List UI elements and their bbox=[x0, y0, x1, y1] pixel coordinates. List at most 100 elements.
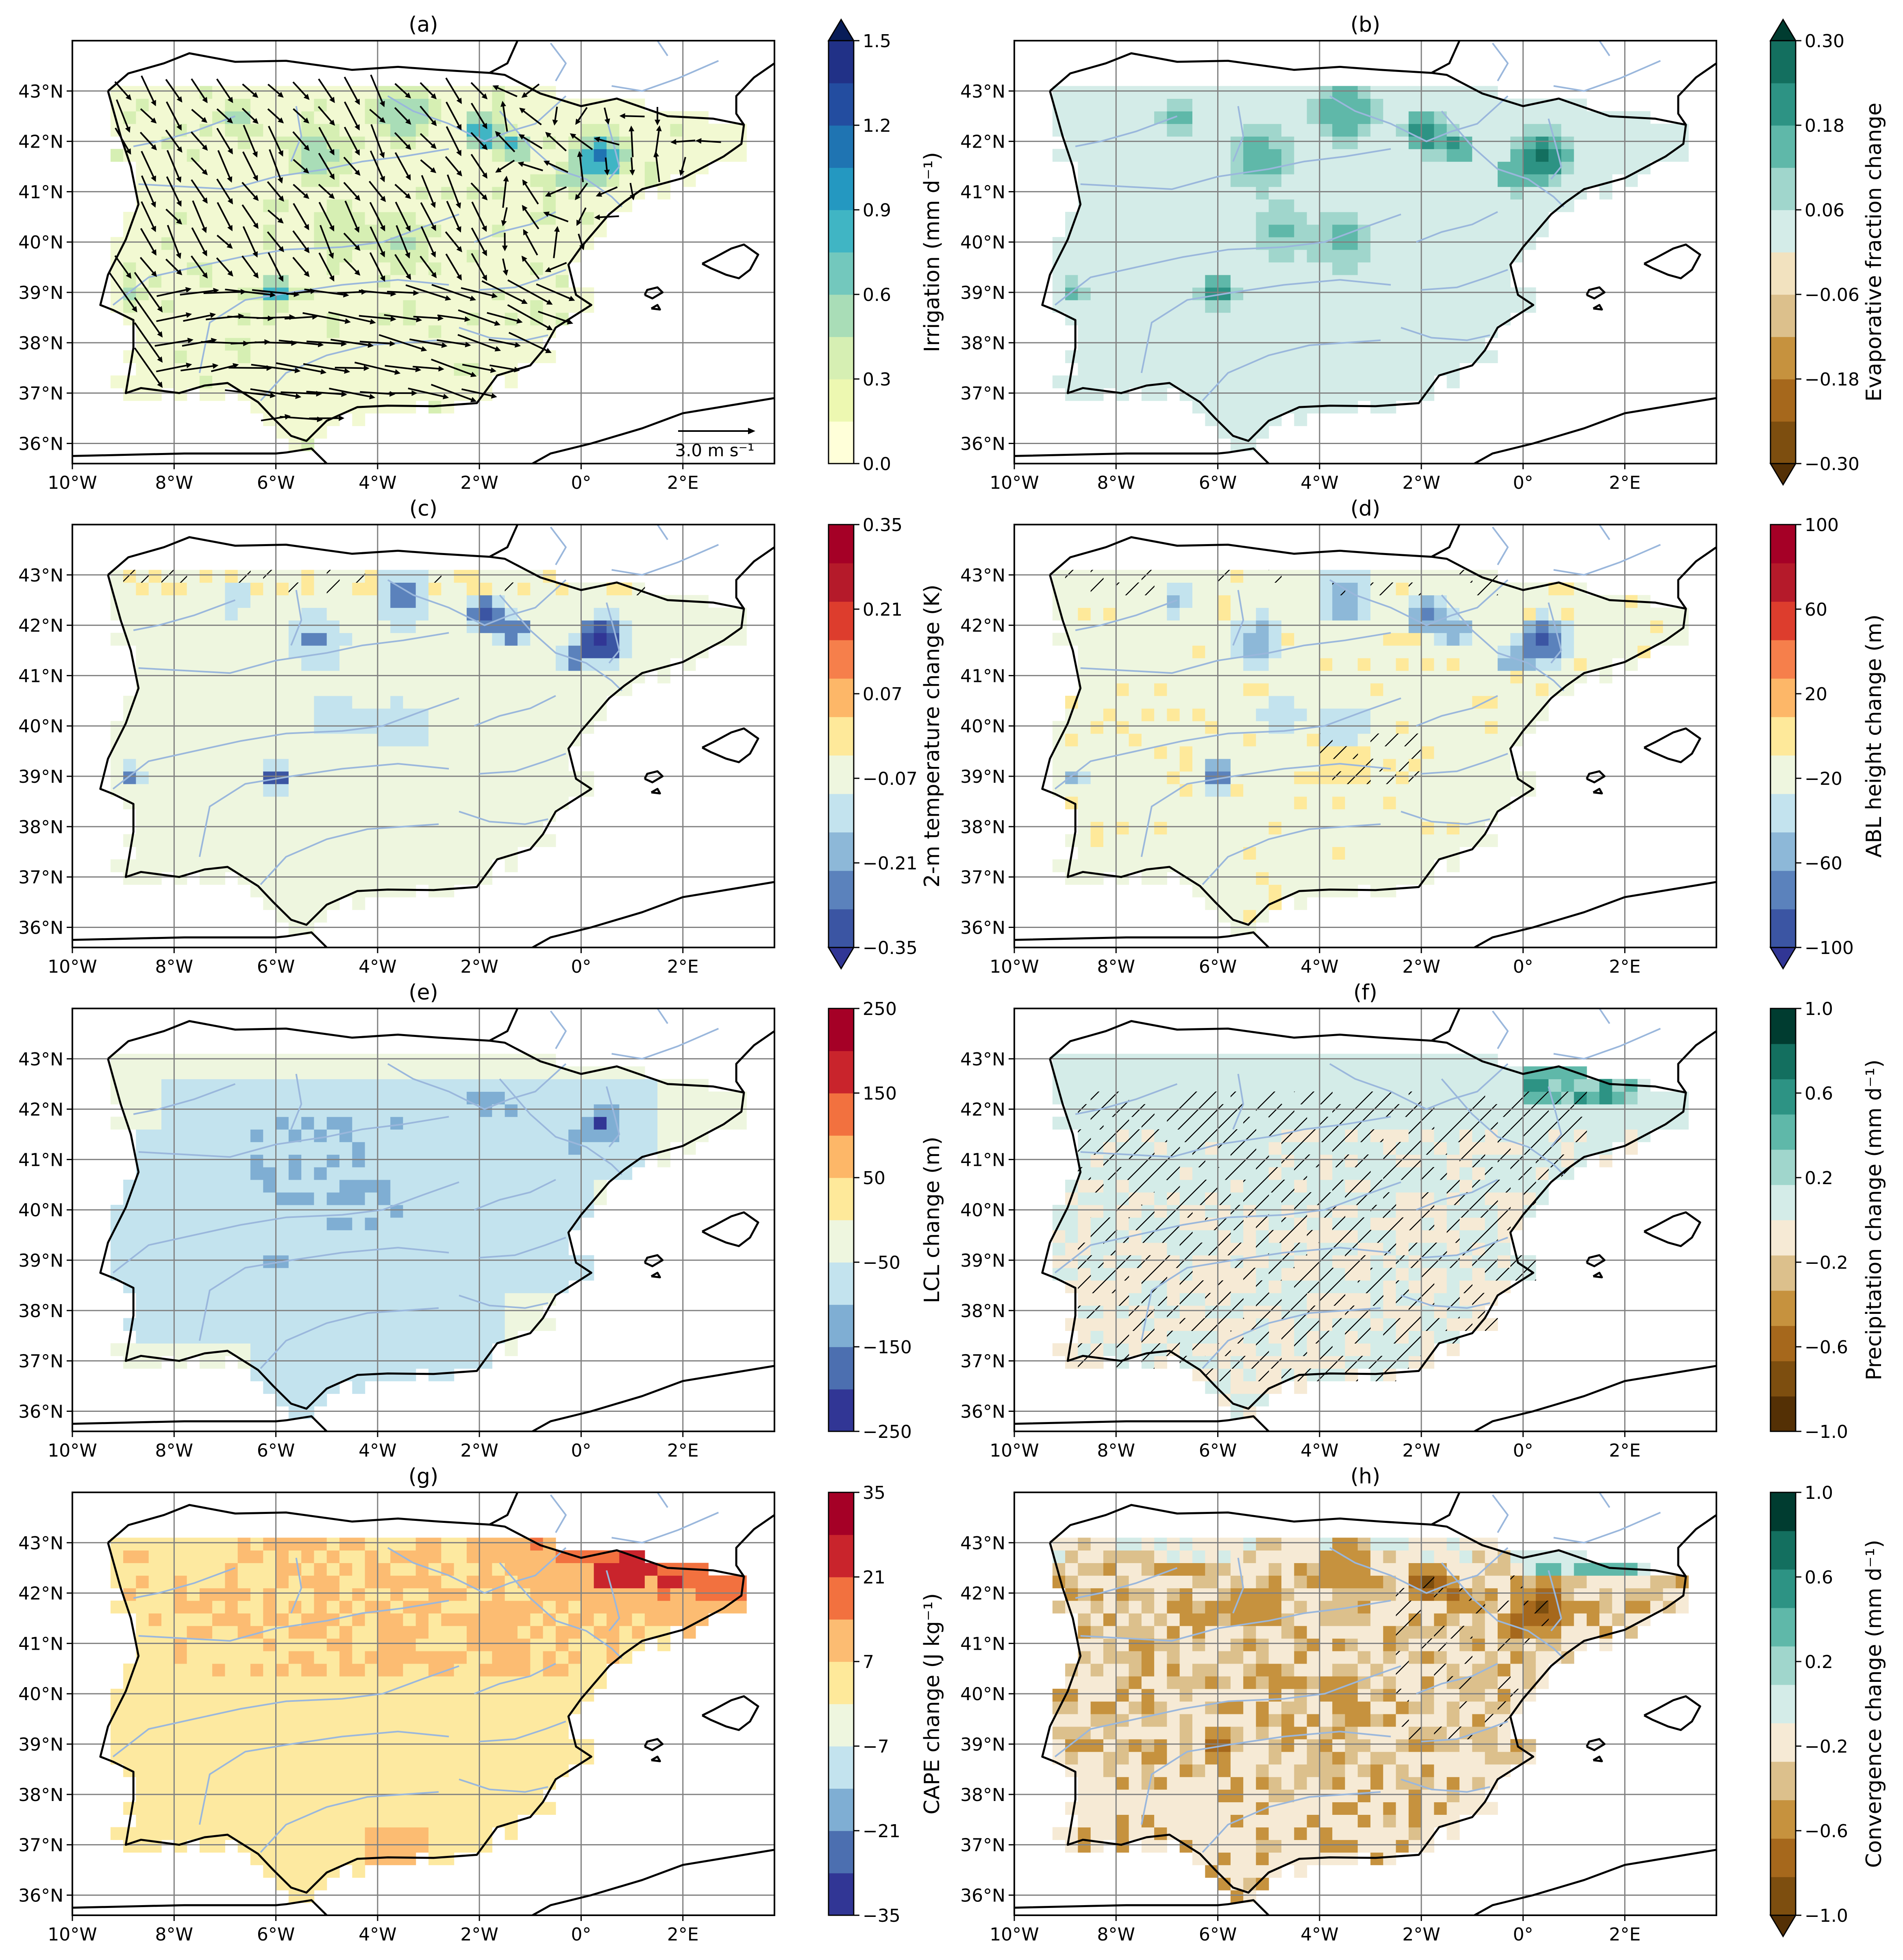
field-cell bbox=[1320, 250, 1333, 263]
field-cell bbox=[1142, 620, 1155, 633]
field-cell bbox=[289, 708, 302, 721]
field-cell bbox=[1409, 822, 1422, 835]
field-cell bbox=[1269, 671, 1282, 684]
field-cell bbox=[1192, 250, 1205, 263]
field-cell bbox=[530, 683, 543, 696]
field-cell bbox=[149, 1230, 162, 1243]
field-cell bbox=[1498, 784, 1511, 797]
field-cell bbox=[1409, 797, 1422, 810]
field-cell bbox=[301, 174, 314, 187]
field-cell bbox=[301, 595, 314, 608]
field-cell bbox=[1409, 300, 1422, 313]
field-cell bbox=[314, 363, 327, 376]
field-cell bbox=[365, 847, 378, 860]
field-cell bbox=[1332, 734, 1345, 747]
field-cell bbox=[543, 174, 556, 187]
field-cell bbox=[1205, 98, 1218, 111]
field-cell bbox=[479, 608, 492, 621]
field-cell bbox=[1180, 859, 1193, 872]
river-line bbox=[612, 61, 719, 91]
field-cell bbox=[327, 797, 340, 810]
field-cell bbox=[1332, 595, 1345, 608]
field-cell bbox=[1065, 759, 1078, 772]
field-cell bbox=[187, 671, 200, 684]
field-cell bbox=[696, 633, 709, 646]
field-cell bbox=[1129, 595, 1142, 608]
lat-tick-label: 42°N bbox=[960, 616, 1005, 636]
field-cell bbox=[1370, 300, 1383, 313]
field-cell bbox=[1307, 771, 1320, 784]
field-cell bbox=[1396, 212, 1409, 225]
field-cell bbox=[1320, 771, 1333, 784]
colorbar-segment bbox=[1770, 525, 1796, 563]
field-cell bbox=[1307, 645, 1320, 658]
field-cell bbox=[1638, 608, 1651, 621]
field-cell bbox=[1281, 187, 1294, 200]
field-cell bbox=[238, 608, 251, 621]
field-cell bbox=[1129, 683, 1142, 696]
field-cell bbox=[1243, 313, 1256, 326]
field-cell bbox=[212, 620, 225, 633]
field-cell bbox=[289, 375, 302, 388]
field-cell bbox=[263, 86, 276, 99]
colorbar-tick-label: −20 bbox=[1805, 769, 1842, 789]
field-cell bbox=[1409, 859, 1422, 872]
field-cell bbox=[1370, 174, 1383, 187]
field-cell bbox=[263, 111, 276, 124]
field-cell bbox=[1256, 262, 1269, 275]
field-cell bbox=[1396, 746, 1409, 759]
field-cell bbox=[1370, 721, 1383, 734]
field-cell bbox=[1523, 212, 1536, 225]
field-cell bbox=[123, 734, 136, 747]
field-cell bbox=[1231, 922, 1244, 935]
field-cell bbox=[1294, 363, 1307, 376]
field-cell bbox=[301, 759, 314, 772]
field-cell bbox=[632, 595, 645, 608]
field-cell bbox=[454, 620, 467, 633]
field-cell bbox=[263, 822, 276, 835]
field-cell bbox=[1065, 111, 1078, 124]
field-cell bbox=[1243, 658, 1256, 671]
field-cell bbox=[1472, 671, 1485, 684]
field-cell bbox=[1091, 237, 1104, 250]
field-cell bbox=[1459, 683, 1472, 696]
field-cell bbox=[1409, 161, 1422, 174]
field-cell bbox=[1434, 98, 1447, 111]
field-cell bbox=[1281, 149, 1294, 162]
coastline bbox=[702, 244, 758, 278]
field-cell bbox=[441, 822, 454, 835]
field-cell bbox=[416, 734, 429, 747]
field-cell bbox=[200, 872, 213, 885]
field-cell bbox=[1091, 683, 1104, 696]
field-cell bbox=[1434, 746, 1447, 759]
field-cell bbox=[1205, 633, 1218, 646]
colorbar-tick-label: 0.6 bbox=[863, 285, 891, 305]
colorbar-segment bbox=[1770, 717, 1796, 756]
lat-tick-label: 39°N bbox=[960, 283, 1005, 303]
field-cell bbox=[1129, 375, 1142, 388]
field-cell bbox=[492, 111, 505, 124]
field-cell bbox=[1307, 734, 1320, 747]
field-cell bbox=[1281, 671, 1294, 684]
field-cell bbox=[1447, 645, 1460, 658]
field-cell bbox=[594, 199, 607, 212]
field-cell bbox=[645, 645, 658, 658]
field-cell bbox=[1231, 771, 1244, 784]
field-cell bbox=[428, 582, 441, 595]
wind-arrow bbox=[600, 216, 619, 218]
field-cell bbox=[1396, 250, 1409, 263]
field-cell bbox=[1167, 262, 1180, 275]
field-cell bbox=[416, 746, 429, 759]
field-cell bbox=[1485, 199, 1498, 212]
field-cell bbox=[416, 86, 429, 99]
field-cell bbox=[263, 884, 276, 897]
field-cell bbox=[581, 595, 594, 608]
field-cell bbox=[1485, 683, 1498, 696]
field-cell bbox=[1345, 86, 1358, 99]
field-cell bbox=[1320, 658, 1333, 671]
field-cell bbox=[1358, 363, 1371, 376]
field-cell bbox=[238, 350, 251, 363]
field-cell bbox=[416, 325, 429, 338]
colorbar-segment bbox=[1770, 379, 1796, 422]
field-cell bbox=[403, 608, 416, 621]
